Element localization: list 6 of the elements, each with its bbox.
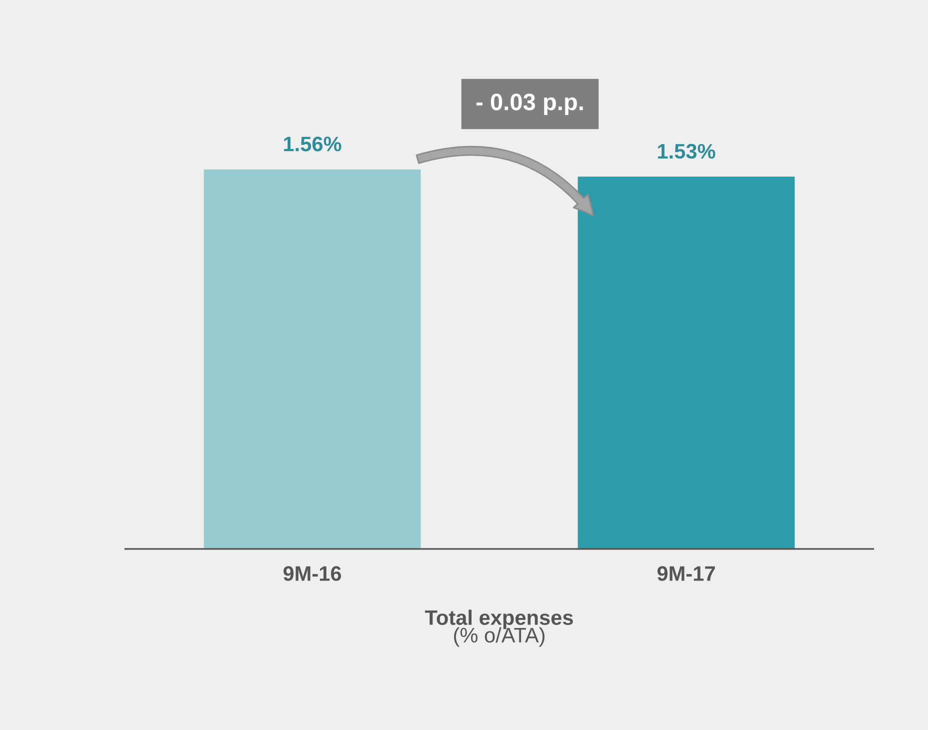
x-tick-label: 9M-17 (657, 566, 715, 581)
data-label: 1.53% (658, 144, 716, 159)
data-label: 1.56% (284, 136, 342, 152)
text: (% o/ATA) (454, 627, 544, 647)
x-tick-label: 9M-16 (283, 566, 342, 581)
text: - 0.03 p.p. (476, 94, 583, 116)
